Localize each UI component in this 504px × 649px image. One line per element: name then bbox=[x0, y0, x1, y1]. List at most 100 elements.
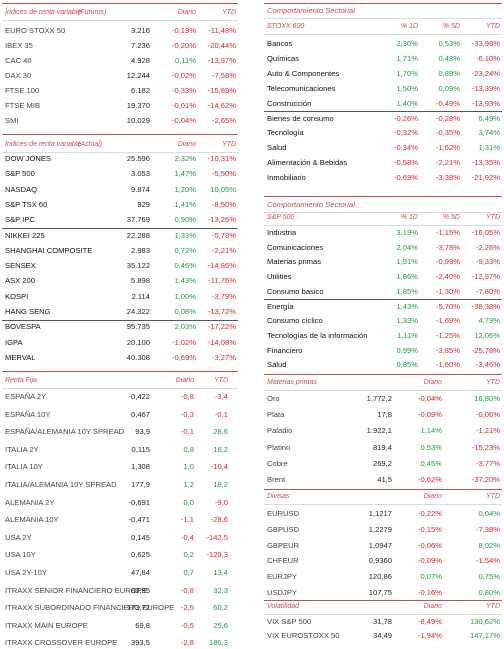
row-name: ESPAÑA 10Y bbox=[5, 409, 51, 419]
cell-value: -7,58% bbox=[211, 71, 236, 80]
row-name: S&P IPC bbox=[5, 215, 35, 225]
rule bbox=[264, 3, 502, 4]
cell-value: -13,72% bbox=[207, 307, 236, 316]
rule bbox=[2, 3, 238, 4]
cell-value: 6.182 bbox=[130, 86, 150, 95]
row-name: SMI bbox=[5, 116, 19, 125]
cell-value: -1,54% bbox=[475, 556, 500, 566]
row-name: Paladio bbox=[267, 426, 293, 436]
cell-value: 0,53% bbox=[420, 442, 442, 452]
header-label: Materias primas bbox=[267, 379, 317, 386]
row-name: Energía bbox=[267, 301, 294, 311]
row-name: SHANGHAI COMPOSITE bbox=[5, 245, 93, 255]
cell-value: -3,46% bbox=[475, 360, 500, 370]
cell-value: 13,4 bbox=[213, 568, 228, 577]
header-label: STOXX 600 bbox=[267, 23, 305, 30]
row-name: IBEX 35 bbox=[5, 41, 33, 50]
cell-value: -13,26% bbox=[207, 215, 236, 225]
row-name: EURJPY bbox=[267, 572, 297, 582]
row-name: ITALIA 10Y bbox=[5, 462, 43, 472]
cell-value: 0,9360 bbox=[368, 556, 392, 566]
cell-value: 19.370 bbox=[126, 101, 150, 110]
cell-value: -0,99% bbox=[435, 257, 460, 267]
cell-value: -3,78% bbox=[435, 242, 460, 252]
header-note: (Actual) bbox=[78, 141, 103, 148]
section-title: Comportamiento Sectorial bbox=[267, 6, 355, 15]
cell-value: -7,80% bbox=[475, 286, 500, 296]
cell-value: -0,49% bbox=[435, 98, 460, 108]
header-column: Diario bbox=[423, 379, 442, 386]
cell-value: 22.288 bbox=[126, 230, 150, 240]
row-name: VIX S&P 500 bbox=[267, 617, 312, 626]
header-label: Índices de renta variable bbox=[5, 9, 82, 16]
cell-value: 7.236 bbox=[130, 41, 150, 50]
cell-value: -2,21% bbox=[211, 245, 236, 255]
cell-value: -1,15% bbox=[435, 228, 460, 237]
row-name: USA 2Y-10Y bbox=[5, 568, 47, 577]
cell-value: -0,15% bbox=[417, 524, 442, 534]
cell-value: -5,50% bbox=[211, 169, 236, 179]
header-column: YTD bbox=[486, 379, 500, 386]
cell-value: 3,74% bbox=[478, 128, 500, 138]
row-name: NIKKEI 225 bbox=[5, 230, 45, 240]
row-name: EURUSD bbox=[267, 509, 300, 518]
row-name: ITRAXX CROSSOVER EUROPE bbox=[5, 638, 118, 648]
header-column: Diario bbox=[423, 603, 442, 610]
row-name: Salud bbox=[267, 360, 287, 370]
cell-value: -15,89% bbox=[207, 86, 236, 95]
row-name: DOW JONES bbox=[5, 154, 51, 163]
header-column: % 5D bbox=[442, 23, 460, 30]
cell-value: 12.244 bbox=[126, 71, 150, 80]
cell-value: 1,20% bbox=[174, 184, 196, 194]
cell-value: 130,62% bbox=[470, 617, 500, 626]
section-title: Comportamiento Sectorial bbox=[267, 200, 355, 209]
header-column: % 1D bbox=[400, 214, 418, 221]
cell-value: 41,5 bbox=[377, 475, 392, 484]
cell-value: -23,24% bbox=[471, 68, 500, 78]
row-name: DAX 30 bbox=[5, 71, 32, 80]
cell-value: 1,11% bbox=[397, 330, 418, 340]
row-name: ESPAÑA 2Y bbox=[5, 392, 47, 401]
cell-value: -0,58% bbox=[393, 158, 418, 168]
cell-value: -0,09% bbox=[417, 556, 442, 566]
cell-value: -5,78% bbox=[211, 230, 236, 240]
row-name: Construcción bbox=[267, 98, 312, 108]
row-name: GBPUSD bbox=[267, 524, 300, 534]
row-name: Alimentación & Bebidas bbox=[267, 158, 348, 168]
cell-value: 0,46% bbox=[174, 261, 196, 271]
cell-value: -1,1 bbox=[180, 515, 194, 525]
header-column: YTD bbox=[486, 603, 500, 610]
rule bbox=[264, 111, 502, 113]
cell-value: -11,76% bbox=[208, 276, 236, 286]
cell-value: 1,71% bbox=[396, 53, 418, 63]
cell-value: -0,8 bbox=[180, 585, 194, 595]
cell-value: -9,33% bbox=[475, 257, 500, 267]
cell-value: -15,23% bbox=[471, 442, 500, 452]
cell-value: 2,32% bbox=[174, 154, 196, 163]
cell-value: -0,06% bbox=[417, 540, 442, 550]
cell-value: 8,02% bbox=[478, 540, 500, 550]
cell-value: -9,0 bbox=[214, 497, 228, 507]
cell-value: 177,9 bbox=[130, 480, 150, 489]
cell-value: 147,17% bbox=[470, 631, 500, 640]
cell-value: 1,43% bbox=[174, 276, 196, 286]
row-name: ALEMANIA 2Y bbox=[5, 497, 55, 507]
cell-value: 2.114 bbox=[131, 291, 150, 301]
rule bbox=[264, 390, 502, 391]
cell-value: -2,5 bbox=[180, 603, 194, 613]
cell-value: -1,60% bbox=[435, 360, 460, 370]
row-name: Químicas bbox=[267, 53, 300, 63]
cell-value: -0,06% bbox=[475, 410, 500, 420]
cell-value: 16,80% bbox=[474, 394, 500, 403]
cell-value: 1,0947 bbox=[368, 540, 392, 550]
cell-value: -10,4 bbox=[210, 462, 228, 472]
header-note: (Futuros) bbox=[78, 9, 107, 16]
cell-value: 4,79% bbox=[478, 316, 500, 326]
row-name: Tecnologías de la información bbox=[267, 330, 368, 340]
cell-value: 28,6 bbox=[213, 427, 228, 437]
cell-value: -14,08% bbox=[207, 337, 236, 347]
cell-value: 0,90% bbox=[174, 215, 196, 225]
cell-value: -0,4 bbox=[180, 532, 194, 542]
cell-value: 93,9 bbox=[135, 427, 150, 437]
row-name: ITRAXX MAIN EUROPE bbox=[5, 620, 88, 630]
